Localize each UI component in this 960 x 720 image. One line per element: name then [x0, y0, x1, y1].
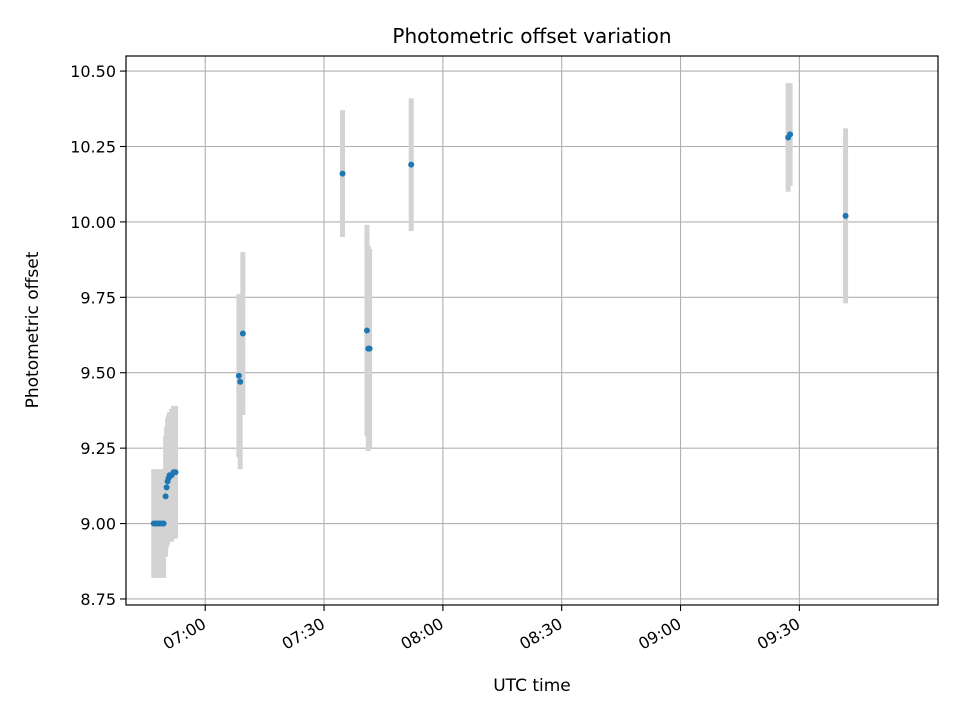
data-point	[172, 469, 179, 476]
y-tick-label: 8.75	[80, 590, 116, 609]
y-tick-label: 9.50	[80, 364, 116, 383]
y-tick-label: 10.50	[70, 62, 116, 81]
y-tick-label: 10.25	[70, 137, 116, 156]
data-point	[163, 484, 170, 491]
data-point	[363, 327, 370, 334]
data-point	[842, 212, 849, 219]
y-tick-label: 10.00	[70, 213, 116, 232]
data-point	[160, 520, 167, 527]
y-tick-label: 9.25	[80, 439, 116, 458]
x-axis-label: UTC time	[493, 676, 571, 696]
grid-lines	[126, 56, 938, 605]
data-points	[150, 131, 849, 527]
y-tick-label: 9.75	[80, 288, 116, 307]
y-tick-label: 9.00	[80, 515, 116, 534]
data-point	[366, 345, 373, 352]
y-axis-ticks: 8.75 9.00 9.25 9.50 9.75 10.00 10.25 10.50	[70, 62, 126, 609]
data-point	[787, 131, 794, 138]
data-point	[237, 378, 244, 385]
chart-title: Photometric offset variation	[392, 24, 671, 48]
data-point	[235, 372, 242, 379]
data-point	[408, 161, 415, 168]
data-point	[339, 170, 346, 177]
data-point	[239, 330, 246, 337]
plot-area-frame	[125, 55, 939, 606]
data-point	[162, 493, 169, 500]
y-axis-label: Photometric offset	[23, 251, 43, 408]
